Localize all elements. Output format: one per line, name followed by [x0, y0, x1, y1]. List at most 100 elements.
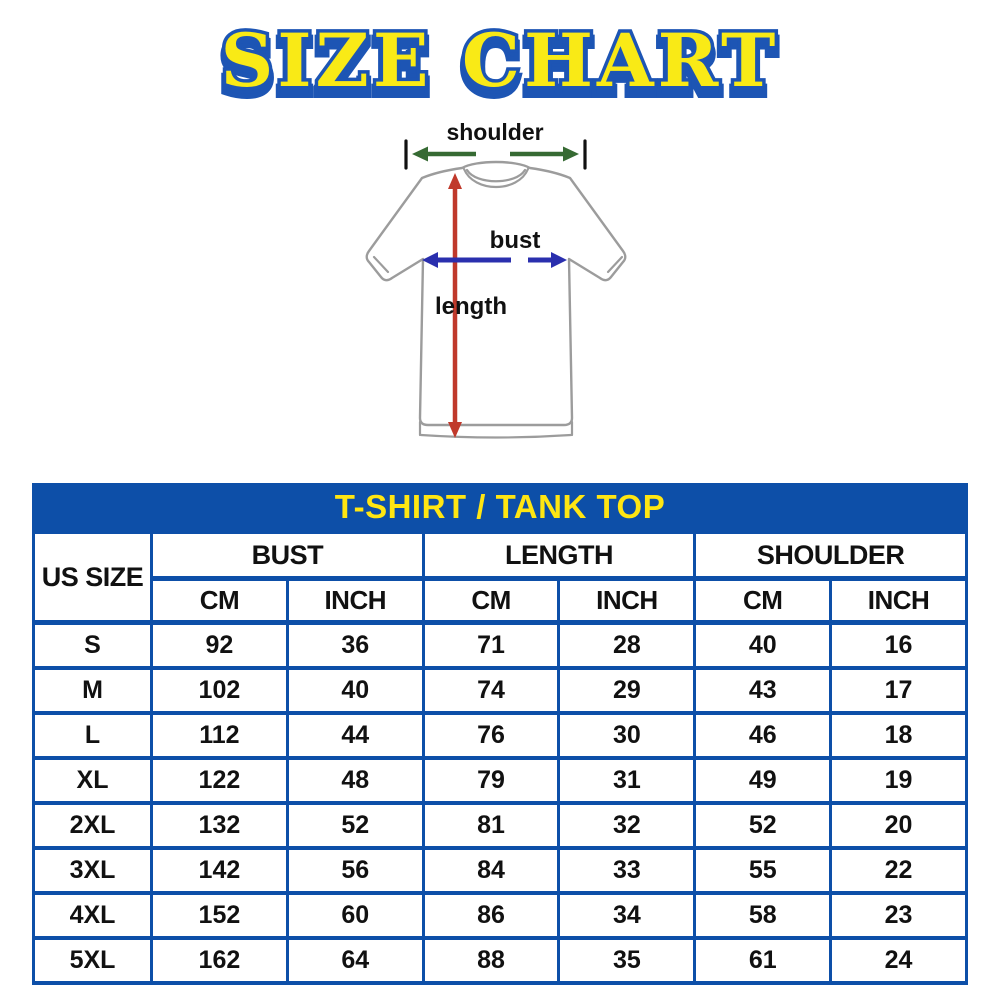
value-cell: 132	[150, 800, 289, 850]
size-cell: 3XL	[32, 845, 153, 895]
value-cell: 56	[285, 845, 425, 895]
value-cell: 142	[150, 845, 289, 895]
value-cell: 86	[421, 890, 561, 940]
value-cell: 102	[150, 665, 289, 715]
unit-header-row: CM INCH CM INCH CM INCH	[34, 577, 968, 625]
value-cell: 31	[557, 755, 697, 805]
value-cell: 30	[557, 710, 697, 760]
value-cell: 18	[829, 710, 968, 760]
value-cell: 74	[421, 665, 561, 715]
value-cell: 28	[557, 620, 697, 670]
table-title-bar: T-SHIRT / TANK TOP	[32, 483, 968, 531]
value-cell: 112	[150, 710, 289, 760]
value-cell: 52	[285, 800, 425, 850]
value-cell: 49	[693, 755, 833, 805]
value-cell: 29	[557, 665, 697, 715]
value-cell: 61	[693, 935, 833, 985]
value-cell: 16	[829, 620, 968, 670]
length-measure: length	[435, 173, 507, 438]
value-cell: 20	[829, 800, 968, 850]
bust-arrow-left-head	[422, 252, 438, 268]
shoulder-measure: shoulder	[404, 119, 587, 170]
length-cm-header: CM	[421, 577, 561, 625]
shoulder-arrow-right-head	[563, 146, 579, 162]
size-table-section: T-SHIRT / TANK TOP US SIZE BUST LENGTH S…	[32, 483, 968, 985]
value-cell: 17	[829, 665, 968, 715]
value-cell: 152	[150, 890, 289, 940]
value-cell: 55	[693, 845, 833, 895]
value-cell: 64	[285, 935, 425, 985]
shoulder-label: shoulder	[446, 119, 543, 145]
size-cell: S	[32, 620, 153, 670]
table-row-l: L 112 44 76 30 46 18	[32, 710, 968, 760]
tshirt-measurement-diagram: shoulder length bust	[358, 110, 642, 482]
value-cell: 40	[693, 620, 833, 670]
table-row-4xl: 4XL 152 60 86 34 58 23	[32, 890, 968, 940]
value-cell: 34	[557, 890, 697, 940]
value-cell: 44	[285, 710, 425, 760]
size-cell: L	[32, 710, 153, 760]
table-row-xl: XL 122 48 79 31 49 19	[32, 755, 968, 805]
value-cell: 19	[829, 755, 968, 805]
value-cell: 71	[421, 620, 561, 670]
shoulder-inch-header: INCH	[829, 577, 968, 625]
bust-arrow-right-head	[551, 252, 567, 268]
value-cell: 24	[829, 935, 968, 985]
bust-label: bust	[490, 227, 541, 254]
value-cell: 162	[150, 935, 289, 985]
length-group-header: LENGTH	[421, 531, 697, 581]
size-cell: M	[32, 665, 153, 715]
value-cell: 81	[421, 800, 561, 850]
value-cell: 35	[557, 935, 697, 985]
value-cell: 33	[557, 845, 697, 895]
value-cell: 23	[829, 890, 968, 940]
tshirt-diagram-svg: shoulder length bust	[365, 119, 627, 439]
size-cell: 5XL	[32, 935, 153, 985]
bust-inch-header: INCH	[285, 577, 425, 625]
shoulder-cm-header: CM	[693, 577, 833, 625]
value-cell: 32	[557, 800, 697, 850]
shoulder-group-header: SHOULDER	[693, 531, 968, 581]
value-cell: 22	[829, 845, 968, 895]
page-title-shadow-text: SIZE CHART	[221, 25, 780, 111]
length-label: length	[435, 293, 507, 320]
value-cell: 122	[150, 755, 289, 805]
value-cell: 48	[285, 755, 425, 805]
size-cell: 2XL	[32, 800, 153, 850]
table-row-3xl: 3XL 142 56 84 33 55 22	[32, 845, 968, 895]
table-row-2xl: 2XL 132 52 81 32 52 20	[32, 800, 968, 850]
us-size-header: US SIZE	[32, 531, 153, 625]
size-cell: XL	[32, 755, 153, 805]
length-inch-header: INCH	[557, 577, 697, 625]
value-cell: 43	[693, 665, 833, 715]
tshirt-icon	[365, 160, 627, 439]
value-cell: 60	[285, 890, 425, 940]
table-row-5xl: 5XL 162 64 88 35 61 24	[32, 935, 968, 985]
page-title: SIZE CHART SIZE CHART	[0, 10, 1000, 117]
size-table: US SIZE BUST LENGTH SHOULDER CM INCH CM …	[32, 531, 968, 985]
bust-measure: bust	[422, 227, 567, 268]
value-cell: 92	[150, 620, 289, 670]
value-cell: 76	[421, 710, 561, 760]
bust-cm-header: CM	[150, 577, 289, 625]
bust-group-header: BUST	[150, 531, 425, 581]
value-cell: 88	[421, 935, 561, 985]
value-cell: 46	[693, 710, 833, 760]
group-header-row: US SIZE BUST LENGTH SHOULDER	[32, 531, 968, 625]
value-cell: 52	[693, 800, 833, 850]
length-arrow-top-head	[448, 173, 462, 189]
table-title: T-SHIRT / TANK TOP	[334, 488, 666, 525]
value-cell: 40	[285, 665, 425, 715]
table-row-s: S 92 36 71 28 40 16	[32, 620, 968, 670]
size-cell: 4XL	[32, 890, 153, 940]
shoulder-arrow-left-head	[412, 146, 428, 162]
value-cell: 84	[421, 845, 561, 895]
value-cell: 79	[421, 755, 561, 805]
value-cell: 58	[693, 890, 833, 940]
table-row-m: M 102 40 74 29 43 17	[32, 665, 968, 715]
length-arrow-bottom-head	[448, 422, 462, 438]
page-title-text: SIZE CHART	[221, 18, 780, 104]
page-title-art: SIZE CHART SIZE CHART	[216, 15, 781, 117]
value-cell: 36	[285, 620, 425, 670]
